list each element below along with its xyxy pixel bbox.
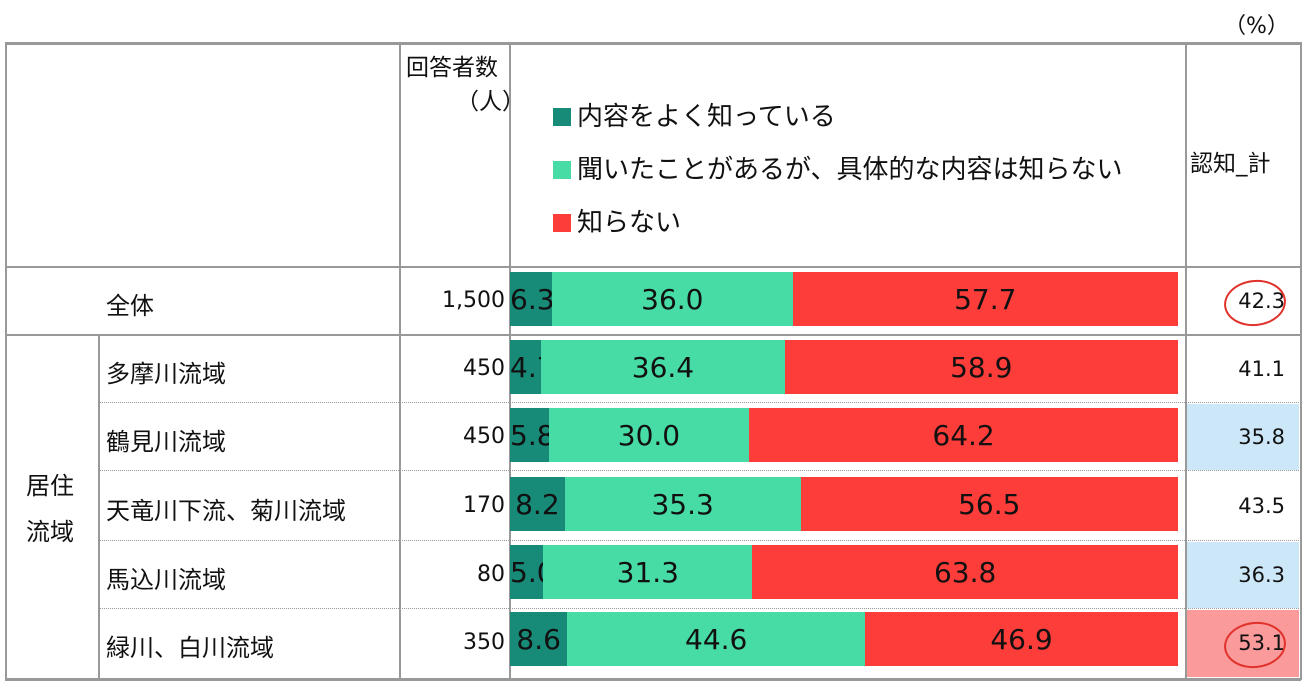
bar-segment-know-well — [510, 477, 565, 531]
group-label-line1: 居住 — [26, 472, 74, 500]
data-label-heard: 36.4 — [631, 351, 695, 384]
row-label-midori: 緑川、白川流域 — [106, 634, 274, 662]
bar-segment-dont-know — [792, 272, 1178, 326]
bar-segment-heard — [541, 340, 785, 394]
row-label-tsurumi: 鶴見川流域 — [106, 428, 226, 456]
n-value-tsurumi: 450 — [463, 424, 505, 449]
n-value-tenryu: 170 — [463, 493, 505, 518]
recognition-tsurumi: 35.8 — [1238, 425, 1285, 449]
n-value-tama: 450 — [463, 356, 505, 381]
row-label-total: 全体 — [106, 292, 154, 320]
bar-segment-know-well — [510, 612, 568, 666]
row-label-tenryu: 天竜川下流、菊川流域 — [106, 497, 346, 525]
data-label-dont-know: 64.2 — [932, 419, 995, 452]
bar-segment-heard — [548, 408, 750, 462]
n-header-line2: （人） — [456, 89, 525, 115]
data-label-dont-know: 46.9 — [990, 623, 1053, 656]
row-label-magome: 馬込川流域 — [106, 566, 226, 594]
recognition-midori: 53.1 — [1238, 631, 1285, 655]
highlight-low-magome — [1187, 542, 1299, 608]
bar-segment-heard — [543, 545, 753, 599]
legend-item-dont-know: 知らない — [553, 202, 681, 239]
bar-segment-dont-know — [749, 408, 1178, 462]
bar-segment-dont-know — [752, 545, 1178, 599]
recognition-tenryu: 43.5 — [1238, 494, 1285, 518]
bar-segment-know-well — [510, 272, 553, 326]
recognition-header: 認知_計 — [1190, 151, 1271, 177]
recognition-magome: 36.3 — [1238, 563, 1285, 587]
legend-swatch — [553, 214, 571, 232]
legend-label: 聞いたことがあるが、具体的な内容は知らない — [577, 155, 1123, 185]
bar-segment-know-well — [510, 340, 542, 394]
data-label-heard: 44.6 — [685, 623, 748, 656]
data-label-dont-know: 57.7 — [954, 283, 1017, 316]
data-label-know-well: 4.7 — [510, 351, 555, 384]
n-header-line1: 回答者数 — [406, 55, 498, 81]
legend-label: 知らない — [577, 208, 682, 238]
data-label-know-well: 8.2 — [515, 488, 560, 521]
data-label-dont-know: 63.8 — [933, 556, 997, 589]
data-label-know-well: 6.3 — [510, 283, 555, 316]
bar-segment-dont-know — [784, 340, 1178, 394]
legend-swatch — [553, 108, 571, 126]
legend-swatch — [553, 161, 571, 179]
highlight-low-tsurumi — [1187, 404, 1299, 470]
legend-label: 内容をよく知っている — [577, 102, 836, 132]
data-label-heard: 35.3 — [651, 488, 714, 521]
data-label-dont-know: 58.9 — [950, 351, 1013, 384]
highlight-high-midori — [1187, 610, 1299, 677]
bar-segment-heard — [552, 272, 793, 326]
legend-item-know-well: 内容をよく知っている — [553, 96, 836, 133]
bar-segment-heard — [564, 477, 801, 531]
n-value-total: 1,500 — [442, 288, 505, 313]
data-label-know-well: 5.0 — [510, 556, 555, 589]
recognition-total: 42.3 — [1238, 289, 1285, 313]
row-label-tama: 多摩川流域 — [106, 360, 226, 388]
n-value-magome: 80 — [477, 562, 505, 587]
data-label-heard: 31.3 — [616, 556, 679, 589]
unit-label: （%） — [1224, 14, 1289, 39]
data-label-know-well: 8.6 — [516, 623, 561, 656]
data-label-know-well: 5.8 — [510, 419, 555, 452]
bar-segment-heard — [567, 612, 866, 666]
data-label-heard: 36.0 — [641, 283, 704, 316]
legend-item-heard: 聞いたことがあるが、具体的な内容は知らない — [553, 149, 1122, 186]
bar-segment-know-well — [510, 545, 544, 599]
recognition-tama: 41.1 — [1238, 357, 1285, 381]
highlight-circle-total — [1221, 276, 1289, 330]
bar-segment-dont-know — [865, 612, 1178, 666]
bar-segment-dont-know — [800, 477, 1178, 531]
bar-segment-know-well — [510, 408, 549, 462]
group-label-line2: 流域 — [26, 518, 74, 546]
data-label-dont-know: 56.5 — [958, 488, 1021, 521]
data-label-heard: 30.0 — [617, 419, 681, 452]
n-value-midori: 350 — [463, 630, 505, 655]
